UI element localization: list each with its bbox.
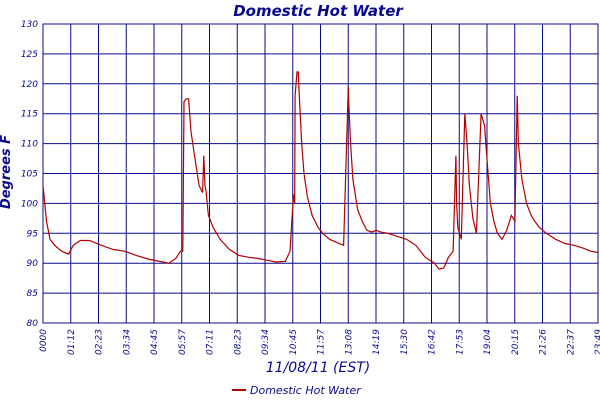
x-tick-label: 0000 (39, 329, 49, 352)
legend-label: Domestic Hot Water (250, 384, 362, 397)
x-tick-label: 01:12 (67, 329, 77, 355)
series-line-domestic-hot-water (42, 71, 598, 270)
x-tick-label: 20:15 (511, 329, 521, 355)
x-tick-label: 10:45 (289, 329, 299, 355)
x-tick-label: 09:34 (261, 329, 271, 355)
legend: Domestic Hot Water (232, 384, 362, 397)
x-axis-ticks: 0000 01:12 02:23 03:34 04:45 05:57 07:11 08:23 0… (39, 329, 600, 355)
y-axis-label: Degrees F (0, 135, 14, 209)
y-tick-label: 80 (27, 319, 39, 329)
y-tick-label: 130 (21, 20, 38, 30)
x-tick-label: 11:57 (317, 329, 327, 355)
x-tick-label: 23:49 (594, 329, 600, 355)
x-tick-label: 15:30 (400, 329, 410, 355)
x-tick-label: 21:26 (539, 329, 549, 355)
x-tick-label: 08:23 (233, 329, 243, 355)
y-tick-label: 100 (21, 199, 38, 209)
plot-frame (42, 23, 599, 324)
y-tick-label: 125 (21, 50, 38, 60)
x-tick-label: 14:19 (372, 329, 382, 355)
y-tick-label: 110 (21, 140, 38, 150)
x-axis-label: 11/08/11 (EST) (266, 360, 371, 376)
y-tick-label: 115 (21, 110, 38, 120)
x-tick-label: 05:57 (178, 329, 188, 355)
y-tick-label: 120 (21, 80, 38, 90)
series-layer (42, 71, 598, 270)
y-tick-label: 95 (27, 229, 39, 239)
x-tick-label: 17:53 (455, 329, 465, 355)
x-tick-label: 04:45 (150, 329, 160, 355)
x-tick-label: 13:08 (344, 329, 354, 355)
y-axis-ticks: 80 85 90 95 100 105 110 115 120 125 130 (21, 20, 38, 329)
x-tick-label: 16:42 (428, 329, 438, 355)
y-tick-label: 90 (27, 259, 39, 269)
chart-title: Domestic Hot Water (233, 2, 404, 20)
grid (42, 23, 599, 324)
x-tick-label: 07:11 (206, 329, 216, 355)
x-tick-label: 02:23 (95, 329, 105, 355)
x-tick-label: 03:34 (122, 329, 132, 355)
y-tick-label: 85 (27, 289, 39, 299)
x-tick-label: 19:04 (483, 329, 493, 355)
x-tick-label: 22:37 (566, 329, 576, 355)
y-tick-label: 105 (21, 170, 38, 180)
